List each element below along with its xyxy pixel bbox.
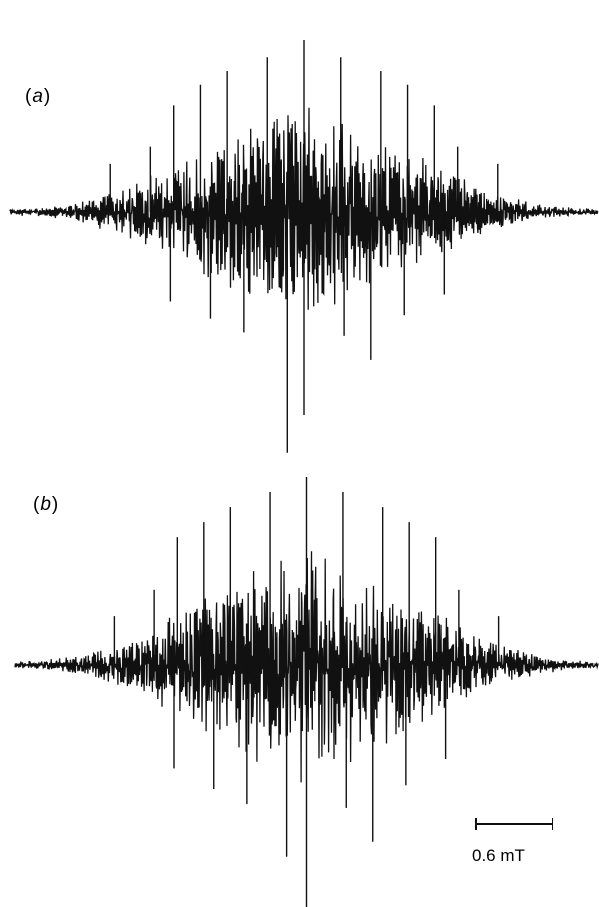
panel-label-b-letter: b (40, 494, 52, 515)
scale-bar-label: 0.6 mT (472, 846, 525, 865)
spectrum-panel-b: (b) (0, 460, 599, 907)
spectrum-b-plot (14, 477, 599, 907)
panel-label-b: (b) (33, 494, 60, 515)
scale-bar-line (475, 823, 553, 825)
panel-label-a-letter: a (32, 86, 44, 107)
spectrum-panel-a: (a) (9, 40, 599, 453)
spectrum-a-plot (9, 40, 599, 453)
panel-label-a: (a) (25, 86, 52, 107)
scale-bar-tick-right (551, 818, 553, 830)
scale-bar-tick-left (475, 818, 477, 830)
scale-bar (475, 818, 553, 830)
